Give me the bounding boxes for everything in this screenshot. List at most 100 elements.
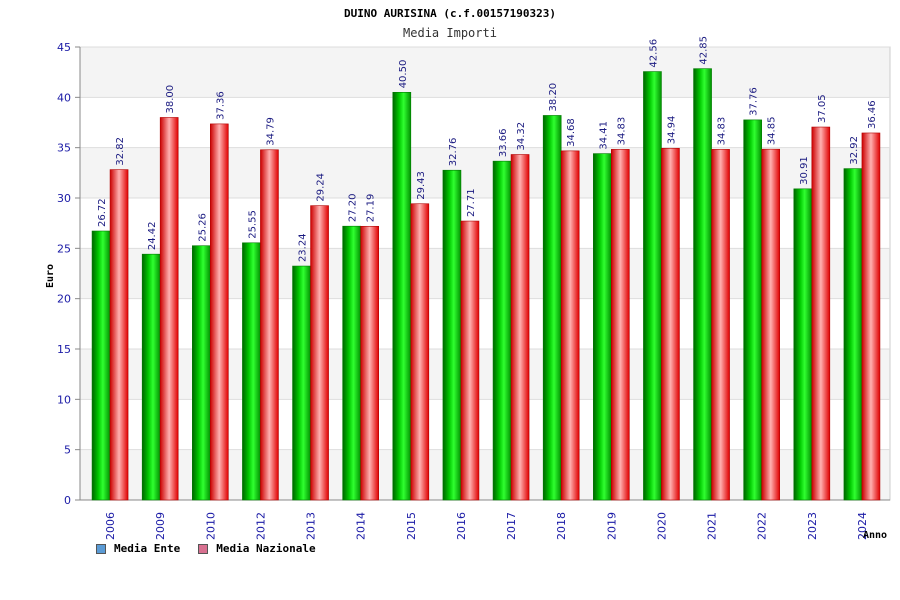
bar-media-ente-2021 xyxy=(693,68,712,501)
legend-label-media-ente: Media Ente xyxy=(114,542,181,555)
y-tick-label: 5 xyxy=(64,444,71,457)
data-label: 34.83 xyxy=(616,117,627,146)
data-label: 27.71 xyxy=(466,188,477,217)
y-tick-label: 35 xyxy=(57,142,71,155)
bar-media-nazionale-2016 xyxy=(460,220,480,501)
bar-media-nazionale-2020 xyxy=(661,147,680,501)
x-tick-label: 2009 xyxy=(154,512,167,540)
x-tick-label: 2016 xyxy=(455,512,468,540)
data-label: 34.94 xyxy=(666,116,677,145)
y-tick-label: 15 xyxy=(57,343,71,356)
data-label: 32.82 xyxy=(115,137,126,166)
bar-media-ente-2012 xyxy=(242,242,261,501)
y-tick-label: 0 xyxy=(64,494,71,507)
x-tick-label: 2015 xyxy=(405,512,418,540)
bar-media-nazionale-2015 xyxy=(410,203,430,501)
data-label: 36.46 xyxy=(867,100,878,129)
legend: Media Ente Media Nazionale xyxy=(96,542,316,555)
data-label: 37.36 xyxy=(215,91,226,120)
y-tick-label: 10 xyxy=(57,393,71,406)
bar-media-ente-2015 xyxy=(392,92,412,501)
plot-band xyxy=(80,47,890,98)
x-tick-label: 2022 xyxy=(756,512,769,540)
x-tick-label: 2024 xyxy=(856,512,869,540)
bar-media-ente-2024 xyxy=(843,168,863,501)
legend-item-media-nazionale: Media Nazionale xyxy=(198,542,316,555)
x-axis-ticks: 2006 2009 2010 2012 2013 2014 2015 2016 2017 2018… xyxy=(104,512,869,540)
data-label: 37.76 xyxy=(749,87,760,116)
data-label: 34.85 xyxy=(767,117,778,146)
data-label: 29.43 xyxy=(416,171,427,200)
legend-swatch-media-ente xyxy=(96,543,106,554)
data-label: 40.50 xyxy=(398,60,409,89)
y-tick-label: 30 xyxy=(57,192,71,205)
y-tick-label: 45 xyxy=(57,41,71,54)
data-label: 24.42 xyxy=(147,222,158,251)
data-label: 38.20 xyxy=(548,83,559,112)
bar-media-ente-2019 xyxy=(593,153,612,501)
bar-media-nazionale-2006 xyxy=(109,169,129,501)
bar-media-ente-2010 xyxy=(192,245,211,501)
data-label: 37.05 xyxy=(817,94,828,123)
data-label: 26.72 xyxy=(97,198,108,227)
legend-label-media-nazionale: Media Nazionale xyxy=(216,542,316,555)
bar-media-nazionale-2014 xyxy=(360,225,379,501)
bar-media-nazionale-2013 xyxy=(310,205,329,501)
data-label: 32.92 xyxy=(849,136,860,165)
data-label: 34.79 xyxy=(265,117,276,146)
bar-media-ente-2009 xyxy=(141,253,161,501)
y-axis-label: Euro xyxy=(45,264,56,288)
bar-media-nazionale-2022 xyxy=(761,148,780,501)
bar-media-nazionale-2009 xyxy=(159,117,179,501)
x-tick-label: 2012 xyxy=(254,512,267,540)
x-tick-label: 2020 xyxy=(655,512,668,540)
x-tick-label: 2013 xyxy=(305,512,318,540)
bar-media-ente-2022 xyxy=(743,119,762,501)
x-tick-label: 2019 xyxy=(605,512,618,540)
bar-media-nazionale-2012 xyxy=(260,149,279,501)
data-label: 42.85 xyxy=(699,36,710,65)
bar-media-ente-2020 xyxy=(643,71,662,501)
legend-item-media-ente: Media Ente xyxy=(96,542,180,555)
x-tick-label: 2021 xyxy=(706,512,719,540)
data-label: 38.00 xyxy=(165,85,176,114)
legend-swatch-media-nazionale xyxy=(198,543,209,554)
data-label: 42.56 xyxy=(648,39,659,68)
x-tick-label: 2023 xyxy=(806,512,819,540)
data-label: 27.20 xyxy=(348,194,359,223)
y-tick-label: 25 xyxy=(57,242,71,255)
x-tick-label: 2010 xyxy=(204,512,217,540)
bar-media-ente-2018 xyxy=(542,115,562,501)
data-label: 29.24 xyxy=(316,173,327,202)
bar-media-nazionale-2024 xyxy=(861,132,881,501)
data-label: 33.66 xyxy=(498,129,509,158)
y-tick-label: 40 xyxy=(57,91,71,104)
x-tick-label: 2014 xyxy=(355,512,368,540)
bars xyxy=(91,68,881,501)
bar-media-ente-2013 xyxy=(292,265,311,501)
data-label: 34.41 xyxy=(598,121,609,150)
x-tick-label: 2018 xyxy=(555,512,568,540)
bar-media-ente-2006 xyxy=(91,230,111,501)
data-label: 27.19 xyxy=(366,194,377,223)
data-labels: 26.72 32.82 24.42 38.00 25.26 37.36 25.55 34.79… xyxy=(97,36,878,262)
data-label: 23.24 xyxy=(298,233,309,262)
bar-media-nazionale-2018 xyxy=(560,150,580,501)
data-label: 34.68 xyxy=(566,118,577,147)
x-tick-label: 2017 xyxy=(505,512,518,540)
data-label: 30.91 xyxy=(799,156,810,185)
x-tick-label: 2006 xyxy=(104,512,117,540)
chart-title: DUINO AURISINA (c.f.00157190323) xyxy=(344,7,556,20)
bar-media-nazionale-2021 xyxy=(711,149,730,501)
bar-media-ente-2023 xyxy=(793,188,813,501)
bar-media-ente-2014 xyxy=(342,225,361,501)
data-label: 25.26 xyxy=(197,213,208,242)
bar-media-nazionale-2023 xyxy=(811,126,831,501)
chart-subtitle: Media Importi xyxy=(403,26,497,40)
bar-media-ente-2017 xyxy=(492,160,512,501)
bar-media-ente-2016 xyxy=(442,169,462,501)
bar-media-nazionale-2019 xyxy=(611,149,630,501)
y-tick-label: 20 xyxy=(57,293,71,306)
data-label: 34.83 xyxy=(717,117,728,146)
